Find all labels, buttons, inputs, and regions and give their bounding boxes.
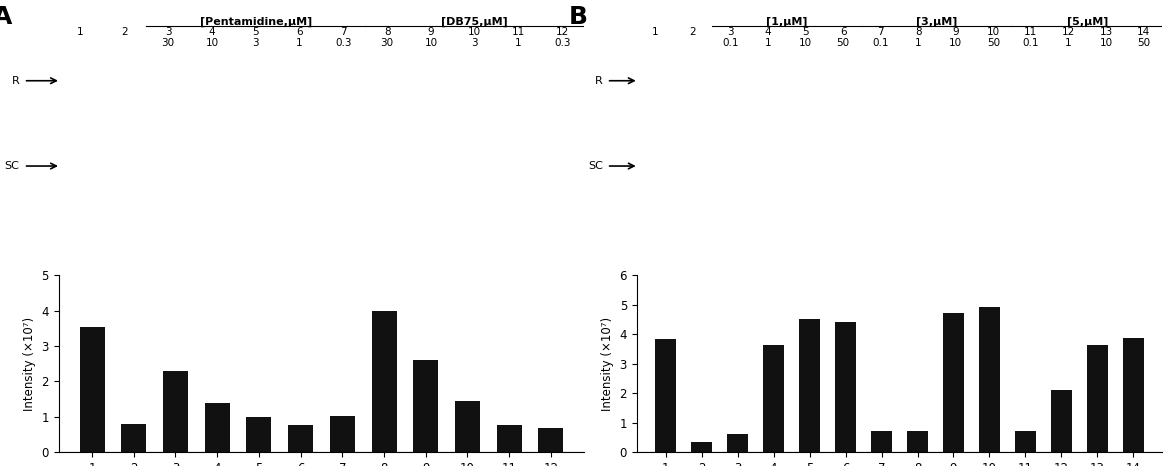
Bar (288, 425, 313, 452)
Text: R: R (595, 76, 603, 86)
Text: 10: 10 (1099, 38, 1113, 48)
Bar (906, 431, 929, 452)
Text: 10: 10 (424, 38, 438, 48)
Text: 1: 1 (764, 38, 771, 48)
Text: 10: 10 (987, 27, 1000, 37)
Bar (163, 371, 188, 452)
Bar (539, 428, 564, 452)
Text: 7: 7 (877, 27, 884, 37)
Text: 8: 8 (915, 27, 922, 37)
Text: [DB75,μM]: [DB75,μM] (441, 17, 508, 27)
Y-axis label: Intensity (×10⁷): Intensity (×10⁷) (23, 317, 36, 411)
Bar (80, 327, 104, 452)
Text: 13: 13 (1099, 27, 1113, 37)
Text: 0.1: 0.1 (872, 38, 889, 48)
Text: 10: 10 (950, 38, 963, 48)
Text: 50: 50 (1136, 38, 1151, 48)
Text: 12: 12 (555, 27, 569, 37)
Text: 3: 3 (727, 27, 734, 37)
Bar (371, 311, 397, 452)
Text: 1: 1 (915, 38, 922, 48)
Bar (798, 319, 821, 452)
Bar (727, 434, 748, 452)
Text: 50: 50 (837, 38, 850, 48)
Text: [Pentamidine,μM]: [Pentamidine,μM] (200, 17, 312, 27)
Text: 4: 4 (209, 27, 215, 37)
Text: 0.3: 0.3 (554, 38, 571, 48)
Text: SC: SC (5, 161, 19, 171)
Text: 9: 9 (952, 27, 959, 37)
Bar (1087, 344, 1108, 452)
Text: 1: 1 (653, 27, 659, 37)
Text: 2: 2 (121, 27, 128, 37)
Text: 3: 3 (472, 38, 478, 48)
Text: 0.1: 0.1 (722, 38, 738, 48)
Text: 10: 10 (468, 27, 481, 37)
Bar (413, 360, 438, 452)
Text: 12: 12 (1061, 27, 1075, 37)
Text: 8: 8 (384, 27, 391, 37)
Text: 0.3: 0.3 (335, 38, 351, 48)
Text: 5: 5 (802, 27, 809, 37)
Text: 9: 9 (427, 27, 434, 37)
Text: 50: 50 (987, 38, 1000, 48)
Text: 1: 1 (77, 27, 83, 37)
Text: [1,μM]: [1,μM] (767, 17, 808, 27)
Text: 2: 2 (690, 27, 696, 37)
Bar (454, 401, 480, 452)
Bar (1051, 390, 1072, 452)
Bar (871, 431, 892, 452)
Text: R: R (12, 76, 19, 86)
Text: A: A (0, 5, 13, 29)
Bar (655, 339, 676, 452)
Bar (204, 403, 230, 452)
Bar (835, 322, 856, 452)
Text: 30: 30 (162, 38, 175, 48)
Text: 3: 3 (252, 38, 259, 48)
Text: 11: 11 (1024, 27, 1038, 37)
Bar (943, 313, 964, 452)
Text: 30: 30 (380, 38, 393, 48)
Text: [5,μM]: [5,μM] (1066, 17, 1108, 27)
Text: 7: 7 (340, 27, 346, 37)
Bar (979, 307, 1000, 452)
Text: 3: 3 (164, 27, 171, 37)
Text: 10: 10 (205, 38, 218, 48)
Text: 1: 1 (1065, 38, 1072, 48)
Bar (247, 417, 271, 452)
Text: 1: 1 (515, 38, 521, 48)
Bar (497, 425, 521, 452)
Text: SC: SC (588, 161, 603, 171)
Text: 14: 14 (1136, 27, 1151, 37)
Text: 6: 6 (839, 27, 846, 37)
Bar (763, 344, 784, 452)
Text: [3,μM]: [3,μM] (917, 17, 958, 27)
Bar (121, 424, 147, 452)
Text: 4: 4 (764, 27, 771, 37)
Y-axis label: Intensity (×10⁷): Intensity (×10⁷) (601, 317, 614, 411)
Text: 6: 6 (296, 27, 303, 37)
Bar (1014, 431, 1037, 452)
Text: 1: 1 (296, 38, 303, 48)
Text: 11: 11 (512, 27, 525, 37)
Bar (690, 442, 713, 452)
Text: 10: 10 (799, 38, 812, 48)
Text: B: B (569, 5, 588, 29)
Text: 0.1: 0.1 (1023, 38, 1039, 48)
Text: 5: 5 (252, 27, 259, 37)
Bar (1122, 338, 1145, 452)
Bar (330, 416, 355, 452)
